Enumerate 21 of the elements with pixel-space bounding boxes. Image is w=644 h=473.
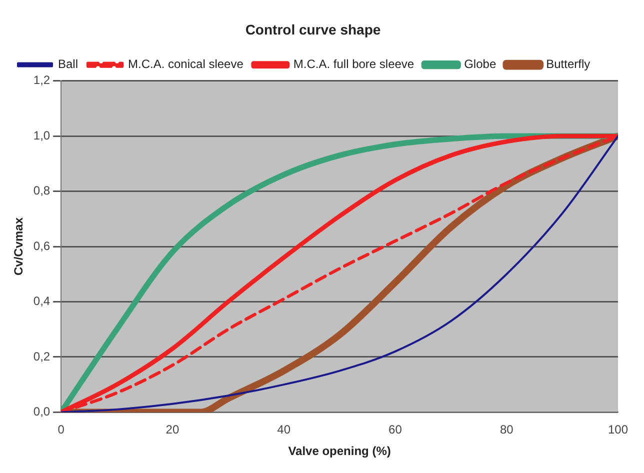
y-tick-label: 0,4 [33, 294, 50, 308]
legend-label: Butterfly [546, 57, 590, 72]
x-tick-label: 60 [388, 422, 402, 437]
legend-label: Ball [58, 57, 78, 72]
chart-title: Control curve shape [245, 21, 381, 38]
legend-label: M.C.A. full bore sleeve [293, 57, 414, 72]
legend-label: M.C.A. conical sleeve [128, 57, 244, 72]
legend-label: Globe [464, 57, 496, 72]
y-tick-label: 1,2 [33, 73, 50, 88]
y-tick-label: 0,8 [33, 184, 50, 198]
x-tick-label: 40 [277, 422, 291, 437]
x-tick-label: 80 [500, 422, 514, 437]
x-tick-label: 100 [608, 422, 628, 437]
y-tick-label: 0,0 [33, 404, 50, 419]
x-tick-label: 0 [58, 422, 65, 437]
y-axis-title: Cv/Cvmax [12, 217, 26, 276]
x-axis-title: Valve opening (%) [288, 444, 391, 458]
x-tick-label: 20 [166, 422, 180, 437]
y-tick-label: 0,2 [33, 349, 50, 364]
y-tick-label: 0,6 [33, 238, 50, 253]
y-tick-label: 1,0 [33, 128, 50, 142]
